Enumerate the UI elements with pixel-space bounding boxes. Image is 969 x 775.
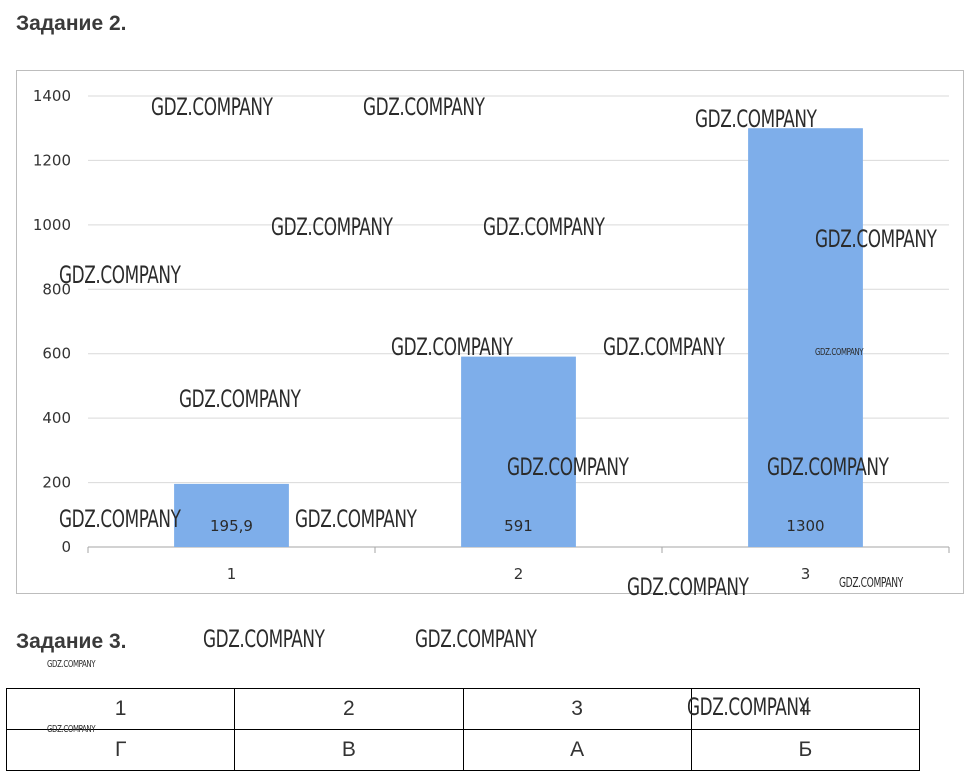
watermark: GDZ.COMPANY xyxy=(415,625,537,653)
bar xyxy=(461,356,576,547)
watermark: GDZ.COMPANY xyxy=(627,573,749,601)
table-cell-answer: А xyxy=(462,729,692,771)
y-tick-label: 200 xyxy=(42,474,71,492)
watermark: GDZ.COMPANY xyxy=(271,213,393,241)
table-cell-number: 2 xyxy=(234,688,464,730)
watermark: GDZ.COMPANY xyxy=(363,93,485,121)
watermark: GDZ.COMPANY xyxy=(815,347,864,358)
watermark: GDZ.COMPANY xyxy=(59,505,181,533)
task-2-heading: Задание 2. xyxy=(16,12,127,35)
y-tick-label: 800 xyxy=(42,280,71,298)
x-tick-label: 1 xyxy=(227,565,237,583)
watermark: GDZ.COMPANY xyxy=(767,453,889,481)
answer-table: 1 2 3 4 Г В А Б xyxy=(5,688,921,771)
chart-canvas: 0 200 400 600 800 1000 1200 1400 195,9 1 591 2 1300 3 xyxy=(33,87,950,583)
table-cell-answer: Б xyxy=(690,729,921,771)
watermark: GDZ.COMPANY xyxy=(507,453,629,481)
y-tick-label: 1000 xyxy=(33,216,71,234)
y-tick-label: 1200 xyxy=(33,151,71,169)
x-tick-label: 2 xyxy=(514,565,524,583)
watermark: GDZ.COMPANY xyxy=(483,213,605,241)
watermark: GDZ.COMPANY xyxy=(203,625,325,653)
y-tick-label: 600 xyxy=(42,345,71,363)
watermark: GDZ.COMPANY xyxy=(391,333,513,361)
watermark: GDZ.COMPANY xyxy=(47,724,96,735)
watermark: GDZ.COMPANY xyxy=(815,225,937,253)
table-cell-number: 1 xyxy=(5,688,236,730)
data-label: 591 xyxy=(504,517,533,535)
y-tick-label: 0 xyxy=(61,538,71,556)
x-tick-label: 3 xyxy=(801,565,811,583)
bar xyxy=(748,128,863,547)
watermark: GDZ.COMPANY xyxy=(603,333,725,361)
watermark: GDZ.COMPANY xyxy=(687,693,809,721)
y-tick-label: 1400 xyxy=(33,87,71,105)
task-3-heading: Задание 3. xyxy=(16,630,127,653)
table-cell-answer: Г xyxy=(5,729,236,771)
watermark: GDZ.COMPANY xyxy=(839,576,903,591)
watermark: GDZ.COMPANY xyxy=(47,659,96,670)
y-tick-label: 400 xyxy=(42,409,71,427)
table-row-answers: Г В А Б xyxy=(5,729,921,771)
watermark: GDZ.COMPANY xyxy=(59,261,181,289)
watermark: GDZ.COMPANY xyxy=(151,93,273,121)
watermark: GDZ.COMPANY xyxy=(295,505,417,533)
bar-chart: 0 200 400 600 800 1000 1200 1400 195,9 1 591 2 1300 3 xyxy=(16,70,964,594)
data-label: 195,9 xyxy=(210,517,253,535)
table-cell-answer: В xyxy=(234,729,464,771)
watermark: GDZ.COMPANY xyxy=(179,385,301,413)
table-cell-number: 3 xyxy=(462,688,692,730)
table-row-numbers: 1 2 3 4 xyxy=(5,688,921,730)
watermark: GDZ.COMPANY xyxy=(695,105,817,133)
data-label: 1300 xyxy=(786,517,824,535)
bar xyxy=(174,483,289,547)
